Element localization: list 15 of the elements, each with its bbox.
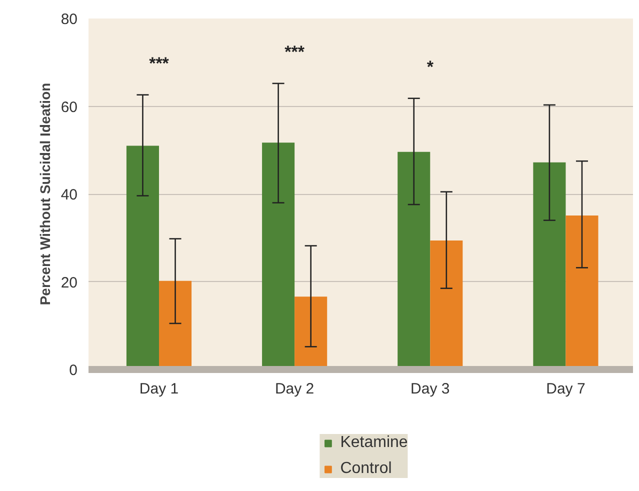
legend-label: Control	[340, 460, 392, 478]
annotation: ***	[284, 42, 305, 62]
annotation: *	[426, 57, 434, 76]
x-tick-label: Day 3	[410, 380, 450, 398]
y-tick-label: 60	[60, 98, 78, 116]
y-tick-label: 0	[69, 362, 78, 379]
y-tick-label: 20	[60, 274, 78, 292]
x-tick-label: Day 7	[546, 380, 586, 398]
legend-label: Ketamine	[340, 434, 408, 452]
x-tick-label: Day 1	[139, 380, 179, 398]
y-tick-label: 40	[60, 186, 78, 204]
x-tick-label: Day 2	[274, 380, 314, 398]
y-tick-label: 80	[60, 11, 78, 28]
annotation: ***	[149, 54, 170, 73]
y-axis-title: Percent Without Suicidal Ideation	[36, 82, 53, 306]
